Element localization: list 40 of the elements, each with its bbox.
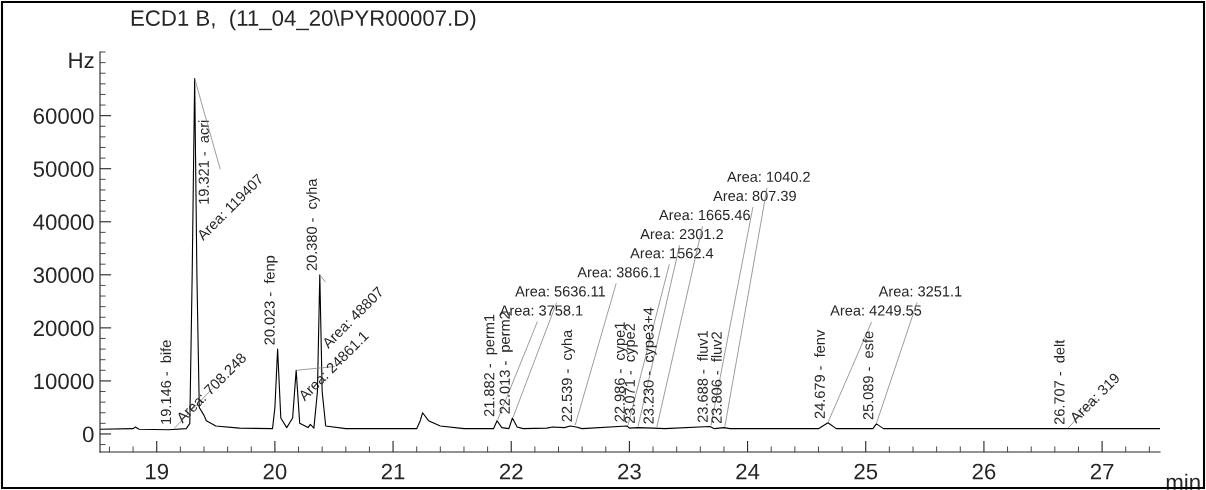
x-tick-label: 21 [381,463,405,480]
annotation: Area: 2301.2 [640,228,723,240]
annotation: 23.230 - cype3+4 [643,307,657,424]
annotation: 23.806 - fluv2 [711,332,722,424]
x-tick-label: 27 [1090,463,1114,480]
annotation: 24.679 - fenv [814,329,825,419]
annotation: 26.707 - delt [1053,339,1065,425]
annotation: 22.539 - cyha [561,329,575,422]
y-tick-label: 0 [82,426,94,443]
y-tick-label: 30000 [33,267,94,284]
x-tick-label: 25 [854,463,878,480]
annotation: Area: 1562.4 [630,248,714,259]
line-series [100,77,1160,431]
y-tick-label: 50000 [33,161,94,177]
annotation: 19.321 - acri [198,120,209,204]
annotation: 20.380 - cyha [306,178,320,271]
y-tick-label: 40000 [33,214,94,231]
annotation: Area: 4249.55 [830,305,922,316]
y-tick-label: 60000 [33,108,94,124]
chart-title: ECD1 B, (11_04_20\PYR00007.D) [131,9,476,31]
annotation: 21.882 - perm1 [484,314,498,417]
annotation: 20.023 - fenp [264,255,278,345]
x-tick-label: 22 [500,463,523,480]
annotation: Area: 3866.1 [577,267,661,278]
annotation: 25.089 - esfe [862,331,874,420]
annotation: 23.688 - fluv1 [697,331,708,422]
annotation: Area: 5636.11 [515,286,605,297]
annotation: 19.146 - bife [160,340,172,424]
annotation: Area: 1665.46 [658,209,750,221]
x-tick-label: 20 [263,463,287,480]
x-tick-label: 26 [972,463,996,480]
x-tick-label: 23 [618,463,641,480]
x-tick-label: 24 [736,463,760,480]
y-tick-label: 10000 [34,373,94,390]
y-tick-label: 20000 [33,320,94,337]
x-tick-label: 19 [146,463,169,480]
annotation: Area: 1040.2 [727,171,810,182]
annotation: Area: 807.39 [713,190,796,202]
y-axis-title: Hz [69,52,94,69]
annotation: Area: 3251.1 [878,286,962,297]
